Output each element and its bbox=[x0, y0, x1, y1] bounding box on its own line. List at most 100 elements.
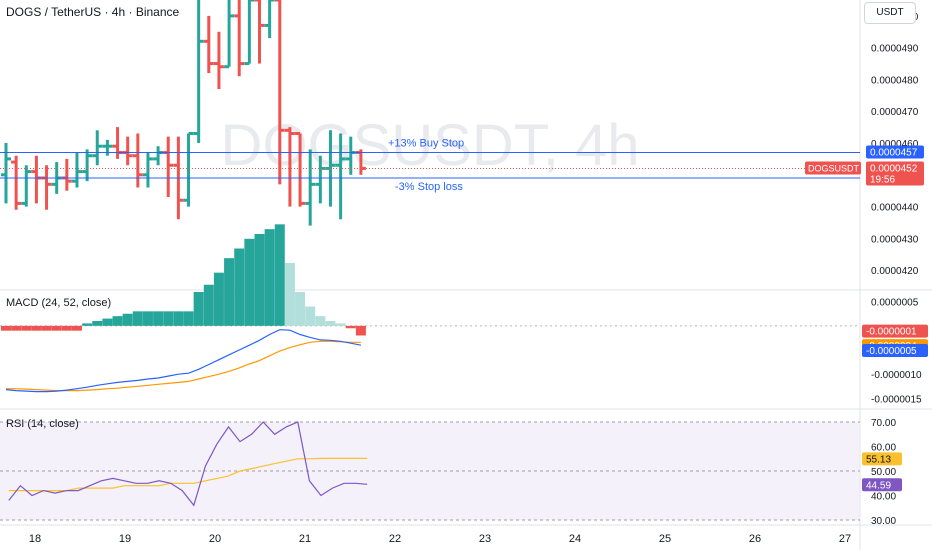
price-bar bbox=[112, 127, 123, 159]
macd-histogram-bar bbox=[142, 311, 153, 326]
macd-tick-label: -0.0000010 bbox=[871, 370, 922, 381]
rsi-axis-tag-label: 55.13 bbox=[866, 454, 891, 465]
macd-signal-line bbox=[6, 340, 361, 392]
macd-title: MACD (24, 52, close) bbox=[6, 297, 111, 309]
macd-histogram-bar bbox=[183, 311, 194, 326]
price-bar bbox=[335, 133, 346, 220]
price-bar bbox=[92, 130, 103, 166]
price-bar bbox=[284, 127, 295, 207]
time-tick-label: 22 bbox=[389, 533, 401, 545]
stop-loss-label: -3% Stop loss bbox=[395, 181, 463, 193]
macd-histogram-bar bbox=[71, 325, 82, 331]
price-bar bbox=[244, 0, 255, 66]
macd-histogram-bar bbox=[254, 234, 265, 326]
buy-stop-label: +13% Buy Stop bbox=[388, 138, 464, 150]
rsi-tick-label: 30.00 bbox=[871, 516, 896, 527]
macd-histogram-bar bbox=[264, 229, 275, 326]
macd-histogram-bar bbox=[92, 321, 103, 326]
price-axis-tag-label: 0.0000457 bbox=[870, 148, 918, 159]
time-tick-label: 27 bbox=[839, 533, 851, 545]
macd-axis-tag bbox=[862, 324, 928, 338]
macd-histogram-bar bbox=[21, 325, 32, 331]
price-tick-label: 0.0000490 bbox=[871, 44, 919, 55]
macd-tick-label: 0.0000005 bbox=[871, 298, 919, 309]
price-bar bbox=[203, 15, 214, 74]
price-bar bbox=[31, 155, 42, 204]
time-tick-label: 18 bbox=[29, 533, 41, 545]
rsi-tick-label: 50.00 bbox=[871, 467, 896, 478]
rsi-title: RSI (14, close) bbox=[6, 418, 79, 430]
price-bar bbox=[193, 0, 204, 144]
macd-line bbox=[5, 329, 362, 393]
price-bar bbox=[82, 149, 93, 182]
price-tick-label: 0.0000470 bbox=[871, 107, 919, 118]
macd-histogram-bar bbox=[153, 311, 164, 326]
last-price-label: 0.0000452 bbox=[870, 163, 918, 174]
rsi-axis-tag bbox=[862, 478, 902, 492]
macd-axis-tag bbox=[862, 344, 928, 357]
price-axis-tag bbox=[866, 145, 924, 159]
macd-histogram-bar bbox=[213, 272, 224, 326]
price-bar bbox=[21, 165, 32, 207]
macd-histogram-bar bbox=[173, 311, 184, 326]
price-bar bbox=[41, 165, 52, 210]
macd-histogram-bar bbox=[345, 325, 356, 329]
last-price-tag bbox=[866, 161, 924, 186]
macd-histogram-bar bbox=[295, 292, 306, 326]
price-bar bbox=[102, 139, 113, 156]
macd-histogram-bar bbox=[355, 325, 366, 336]
macd-histogram-bar bbox=[132, 311, 143, 326]
macd-histogram-bar bbox=[112, 316, 123, 326]
price-bar bbox=[295, 131, 306, 207]
macd-histogram-bar bbox=[163, 311, 174, 326]
macd-histogram-bar bbox=[102, 318, 113, 326]
countdown-label: 19:56 bbox=[870, 174, 895, 185]
macd-axis-tag-label: -0.0000001 bbox=[866, 327, 917, 338]
price-bar bbox=[224, 0, 235, 69]
macd-axis-tag-label: -0.0000005 bbox=[866, 346, 917, 357]
rsi-axis-tag bbox=[862, 452, 902, 466]
macd-histogram-bar bbox=[203, 284, 214, 326]
rsi-line bbox=[8, 421, 368, 507]
time-tick-label: 20 bbox=[209, 533, 221, 545]
price-bar bbox=[305, 149, 316, 226]
time-tick-label: 23 bbox=[479, 533, 491, 545]
time-tick-label: 25 bbox=[659, 533, 671, 545]
time-tick-label: 26 bbox=[749, 533, 761, 545]
macd-histogram-bar bbox=[284, 263, 295, 326]
price-tick-label: 0.0000440 bbox=[871, 203, 919, 214]
price-bar bbox=[183, 131, 194, 207]
price-bar bbox=[11, 155, 22, 210]
currency-button[interactable]: USDT bbox=[864, 2, 916, 24]
price-bar bbox=[142, 152, 153, 188]
price-bar bbox=[254, 0, 265, 64]
macd-histogram-bar bbox=[305, 306, 316, 326]
macd-histogram-bar bbox=[234, 248, 245, 326]
macd-histogram-bar bbox=[335, 323, 346, 326]
price-tick-label: 0.0000430 bbox=[871, 234, 919, 245]
symbol-tag-label: DOGSUSDT bbox=[808, 163, 860, 173]
chart-title: DOGS / TetherUS · 4h · Binance bbox=[6, 5, 180, 19]
macd-histogram-bar bbox=[224, 258, 235, 326]
macd-tick-label: -0.0000015 bbox=[871, 394, 922, 405]
price-bar bbox=[132, 133, 143, 188]
price-tick-label: 0.0000460 bbox=[871, 139, 919, 150]
rsi-axis-tag-label: 44.59 bbox=[866, 480, 891, 491]
symbol-tag bbox=[805, 161, 861, 175]
macd-histogram-bar bbox=[11, 325, 22, 331]
price-bar bbox=[163, 136, 174, 198]
time-tick-label: 21 bbox=[299, 533, 311, 545]
macd-histogram-bar bbox=[31, 325, 42, 331]
macd-histogram-bar bbox=[1, 325, 11, 331]
macd-histogram-bar bbox=[122, 313, 133, 326]
macd-histogram-bar bbox=[82, 323, 93, 326]
macd-histogram-bar bbox=[61, 325, 72, 331]
macd-histogram-bar bbox=[274, 224, 285, 326]
price-bar bbox=[264, 0, 275, 39]
macd-histogram-bar bbox=[325, 321, 336, 326]
time-tick-label: 19 bbox=[119, 533, 131, 545]
rsi-tick-label: 70.00 bbox=[871, 418, 896, 429]
price-tick-label: 0.0000420 bbox=[871, 266, 919, 277]
rsi-tick-label: 60.00 bbox=[871, 443, 896, 454]
